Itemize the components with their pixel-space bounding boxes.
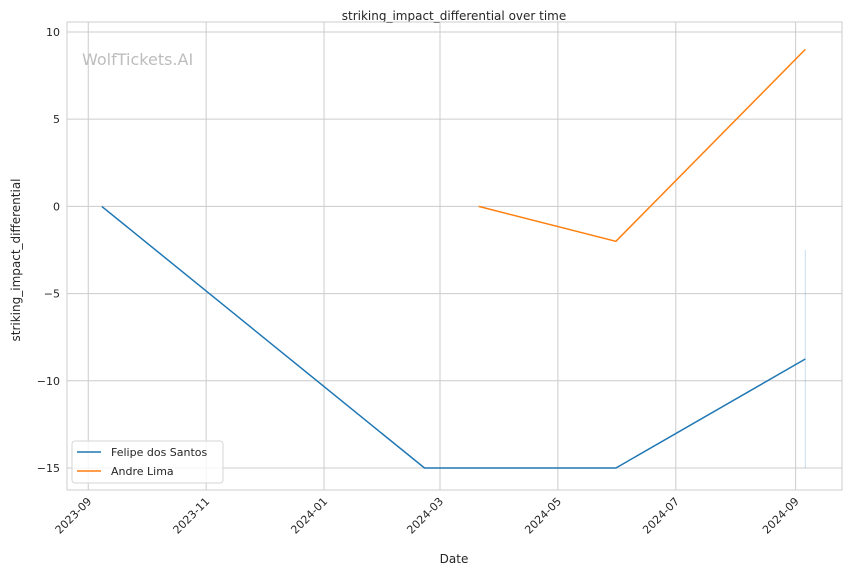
plot-frame [67, 22, 842, 490]
legend-label-felipe-dos-santos: Felipe dos Santos [111, 446, 208, 459]
legend-label-andre-lima: Andre Lima [111, 465, 174, 478]
x-tick-label: 2023-11 [171, 495, 213, 537]
x-axis-label: Date [440, 552, 469, 566]
chart-title: striking_impact_differential over time [342, 9, 567, 23]
grid [67, 22, 842, 490]
y-tick-label: −15 [37, 462, 60, 475]
y-tick-label: 10 [46, 26, 60, 39]
x-tick-label: 2024-07 [640, 495, 682, 537]
y-tick-label: −5 [44, 288, 60, 301]
x-tick-label: 2024-03 [404, 495, 446, 537]
series-line-andre-lima [479, 49, 806, 241]
x-tick-label: 2023-09 [53, 495, 95, 537]
y-tick-label: −10 [37, 375, 60, 388]
y-axis-label: striking_impact_differential [9, 178, 23, 341]
x-tick-label: 2024-09 [760, 495, 802, 537]
legend: Felipe dos Santos Andre Lima [72, 441, 223, 483]
y-tick-label: 5 [53, 113, 60, 126]
x-tick-labels: 2023-09 2023-11 2024-01 2024-03 2024-05 2024-… [53, 495, 802, 537]
series-layer [102, 49, 806, 468]
watermark: WolfTickets.AI [82, 50, 193, 69]
x-tick-label: 2024-05 [522, 495, 564, 537]
series-line-felipe-dos-santos [102, 206, 806, 468]
y-tick-label: 0 [53, 200, 60, 213]
y-tick-labels: 10 5 0 −5 −10 −15 [37, 26, 60, 475]
x-tick-label: 2024-01 [288, 495, 330, 537]
